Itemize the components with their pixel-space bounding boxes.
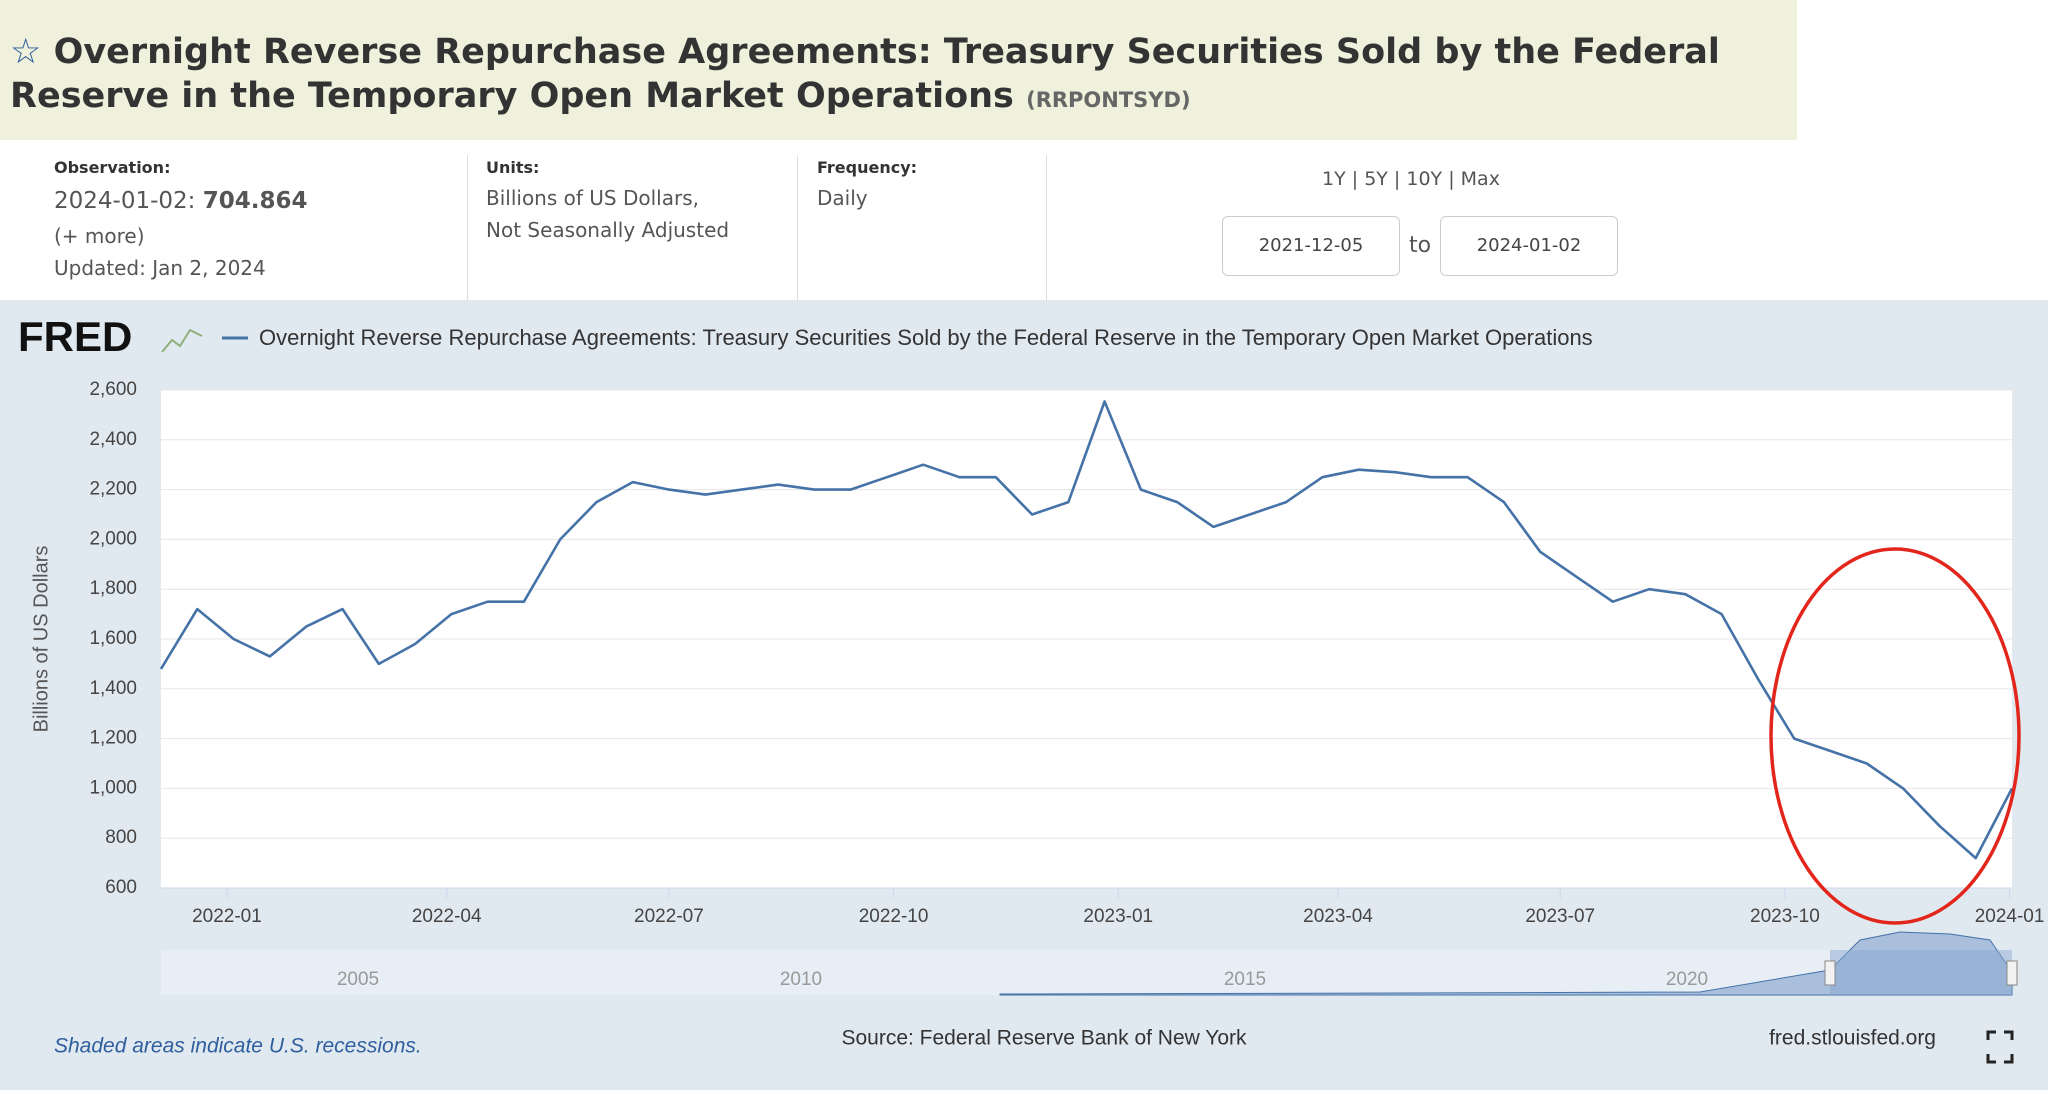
navigator-window[interactable] [1830,950,2012,995]
range-links: 1Y | 5Y | 10Y | Max [1322,168,1500,190]
updated: Updated: Jan 2, 2024 [54,256,266,280]
start-date-input[interactable]: 2021-12-05 [1222,216,1400,276]
observation-label: Observation: [54,158,171,177]
annotation-circle [1769,547,2021,925]
range-link[interactable]: 10Y [1406,168,1443,190]
site-url: fred.stlouisfed.org [1769,1027,1936,1050]
units-line: Billions of US Dollars, [486,186,699,210]
y-tick-label: 1,600 [89,628,137,649]
fullscreen-icon[interactable] [1986,1030,2014,1064]
x-tick-label: 2023-01 [1083,906,1153,927]
divider [797,155,798,300]
y-axis-label: Billions of US Dollars [30,546,52,733]
frequency: Daily [817,186,868,210]
y-tick-label: 2,600 [89,379,137,400]
units-line: Not Seasonally Adjusted [486,218,730,242]
navigator [161,950,2012,995]
y-tick-label: 2,200 [89,479,137,500]
y-tick-label: 2,000 [89,528,137,549]
y-tick-label: 1,000 [89,777,137,798]
y-tick-label: 1,400 [89,678,137,699]
y-tick-label: 1,800 [89,578,137,599]
legend-label: Overnight Reverse Repurchase Agreements:… [259,325,1593,350]
logo-icon [161,328,203,353]
observation-value: 704.864 [202,188,308,214]
y-tick-label: 800 [105,827,137,848]
observation: 2024-01-02: 704.864 [54,185,308,217]
end-date-input[interactable]: 2024-01-02 [1440,216,1618,276]
navigator-label: 2020 [1666,969,1708,990]
to-label: to [1409,233,1432,258]
navigator-label: 2010 [780,969,822,990]
series-id: (RRPONTSYD) [1026,88,1191,112]
frequency-label: Frequency: [817,158,918,177]
chart: FRED Overnight Reverse Repurchase Agreem… [18,313,2045,1064]
units-label: Units: [486,158,540,177]
x-tick-label: 2022-07 [634,906,704,927]
y-tick-label: 2,400 [89,429,137,450]
range-link[interactable]: Max [1460,168,1500,190]
navigator-label: 2005 [337,969,379,990]
x-tick-label: 2023-04 [1303,906,1373,927]
title: ☆ Overnight Reverse Repurchase Agreement… [10,30,1770,122]
navigator-handle[interactable] [2006,960,2018,986]
divider [467,155,468,300]
x-tick-label: 2023-07 [1525,906,1595,927]
recessions-note: Shaded areas indicate U.S. recessions. [54,1035,422,1058]
x-tick-label: 2022-10 [859,906,929,927]
range-link[interactable]: 1Y [1322,168,1346,190]
title-text: Overnight Reverse Repurchase Agreements:… [10,32,1720,116]
chart-panel: FRED Overnight Reverse Repurchase Agreem… [0,300,2048,1090]
logo: FRED [18,313,132,360]
navigator-label: 2015 [1224,969,1266,990]
y-tick-label: 1,200 [89,728,137,749]
x-tick-label: 2022-01 [192,906,262,927]
observation-date: 2024-01-02: [54,188,196,214]
data-line [159,400,2014,860]
header [0,0,1797,140]
range-link[interactable]: 5Y [1364,168,1388,190]
y-tick-label: 600 [105,877,137,898]
more-link[interactable]: (+ more) [54,224,145,248]
divider [1046,155,1047,300]
source: Source: Federal Reserve Bank of New York [841,1027,1247,1050]
x-tick-label: 2022-04 [412,906,482,927]
x-tick-label: 2024-01 [1975,906,2045,927]
star-icon[interactable]: ☆ [10,32,42,72]
x-tick-label: 2023-10 [1750,906,1820,927]
navigator-handle[interactable] [1824,960,1836,986]
